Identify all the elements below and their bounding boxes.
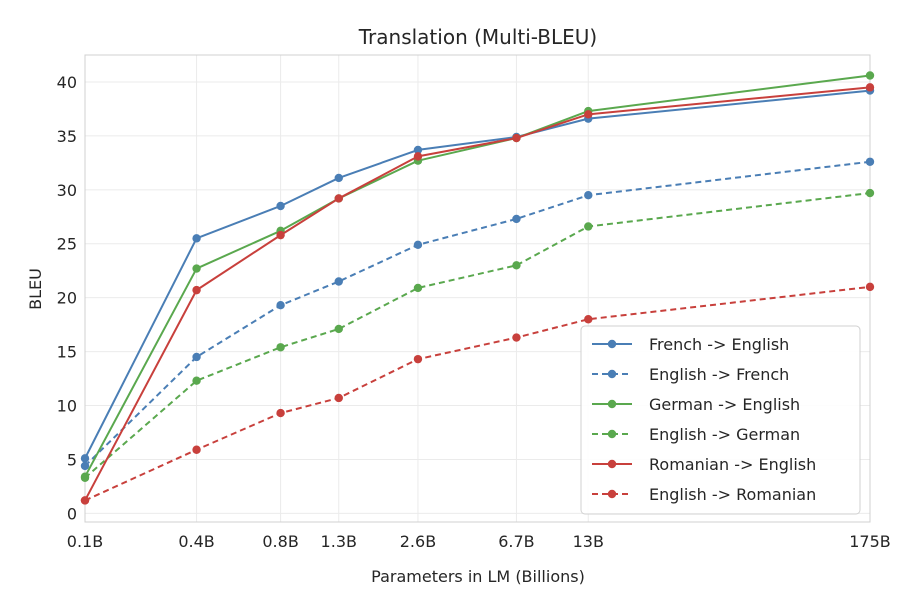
x-tick-label: 175B [849, 532, 891, 551]
data-point [334, 173, 343, 183]
data-point [334, 324, 343, 334]
data-point [413, 145, 423, 155]
data-point [413, 240, 423, 250]
data-point [192, 234, 201, 243]
data-point [512, 261, 521, 270]
series-1 [80, 157, 875, 471]
y-tick-label: 40 [57, 73, 77, 92]
series-line [84, 160, 871, 467]
legend-entry: French -> English [592, 335, 789, 354]
legend-label: English -> German [649, 425, 800, 444]
series-line [84, 74, 871, 478]
data-point [413, 283, 423, 293]
data-point [276, 230, 285, 240]
x-tick-label: 0.8B [262, 532, 298, 551]
legend-swatch-marker [607, 429, 617, 439]
data-point [865, 157, 875, 166]
data-point [584, 222, 593, 231]
x-tick-label: 13B [573, 532, 604, 551]
y-tick-label: 25 [57, 235, 77, 254]
legend-box [580, 325, 861, 515]
legend-label: French -> English [649, 335, 789, 354]
legend-swatch-marker [607, 369, 617, 379]
series-line [84, 192, 871, 479]
y-tick-label: 30 [57, 181, 77, 200]
y-tick-label: 5 [67, 450, 77, 469]
series-lines [80, 71, 875, 505]
data-point [192, 445, 201, 454]
data-point [512, 133, 521, 143]
series-line [84, 89, 871, 459]
legend-entry: Romanian -> English [592, 455, 816, 474]
data-point [865, 71, 875, 80]
data-point [413, 354, 423, 364]
data-point [276, 343, 285, 352]
x-tick-label: 6.7B [498, 532, 534, 551]
data-point [584, 315, 593, 324]
data-point [80, 461, 90, 471]
data-point [334, 194, 343, 203]
data-point [512, 214, 521, 224]
x-tick-label: 0.1B [67, 532, 103, 551]
data-point [80, 454, 90, 463]
data-point [334, 277, 343, 286]
legend-entry: English -> Romanian [592, 485, 816, 504]
data-point [334, 393, 343, 403]
y-tick-label: 20 [57, 289, 77, 308]
legend-label: Romanian -> English [649, 455, 816, 474]
y-tick-label: 10 [57, 397, 77, 416]
series-0 [80, 86, 875, 463]
y-tick-label: 35 [57, 127, 77, 146]
data-point [192, 376, 201, 385]
data-point [276, 201, 285, 211]
x-tick-label: 2.6B [400, 532, 436, 551]
legend-label: German -> English [649, 395, 800, 414]
legend-label: English -> Romanian [649, 485, 816, 504]
x-axis-title: Parameters in LM (Billions) [371, 567, 585, 586]
data-point [584, 110, 593, 119]
legend-swatch-marker [607, 339, 617, 349]
legend-entry: German -> English [592, 395, 800, 414]
y-tick-label: 15 [57, 343, 77, 362]
legend-swatch-marker [607, 399, 617, 409]
data-point [80, 473, 90, 482]
y-axis-title: BLEU [26, 268, 45, 310]
chart-title: Translation (Multi-BLEU) [358, 25, 597, 49]
data-point [192, 285, 201, 295]
y-tick-labels: 0 5 10 15 20 25 30 35 40 [57, 73, 77, 523]
series-line [84, 285, 871, 502]
series-3 [80, 188, 875, 482]
y-tick-label: 0 [67, 504, 77, 523]
data-point [865, 282, 875, 292]
series-4 [80, 83, 875, 505]
data-point [192, 352, 201, 362]
data-point [276, 408, 285, 418]
data-point [865, 188, 875, 198]
legend: French -> English English -> French German… [580, 325, 861, 515]
data-point [413, 152, 423, 161]
data-point [192, 264, 201, 273]
legend-swatch-marker [607, 459, 617, 469]
data-point [584, 191, 593, 200]
legend-entry: English -> French [592, 365, 789, 384]
series-line [84, 86, 871, 501]
data-point [512, 333, 521, 342]
data-point [865, 83, 875, 92]
legend-entry: English -> German [592, 425, 800, 444]
data-point [276, 301, 285, 310]
series-5 [80, 282, 875, 505]
x-tick-label: 1.3B [321, 532, 357, 551]
legend-swatch-marker [607, 489, 617, 499]
legend-label: English -> French [649, 365, 789, 384]
x-tick-label: 0.4B [178, 532, 214, 551]
x-tick-labels: 0.1B 0.4B 0.8B 1.3B 2.6B 6.7B 13B 175B [67, 532, 891, 551]
data-point [80, 496, 90, 505]
